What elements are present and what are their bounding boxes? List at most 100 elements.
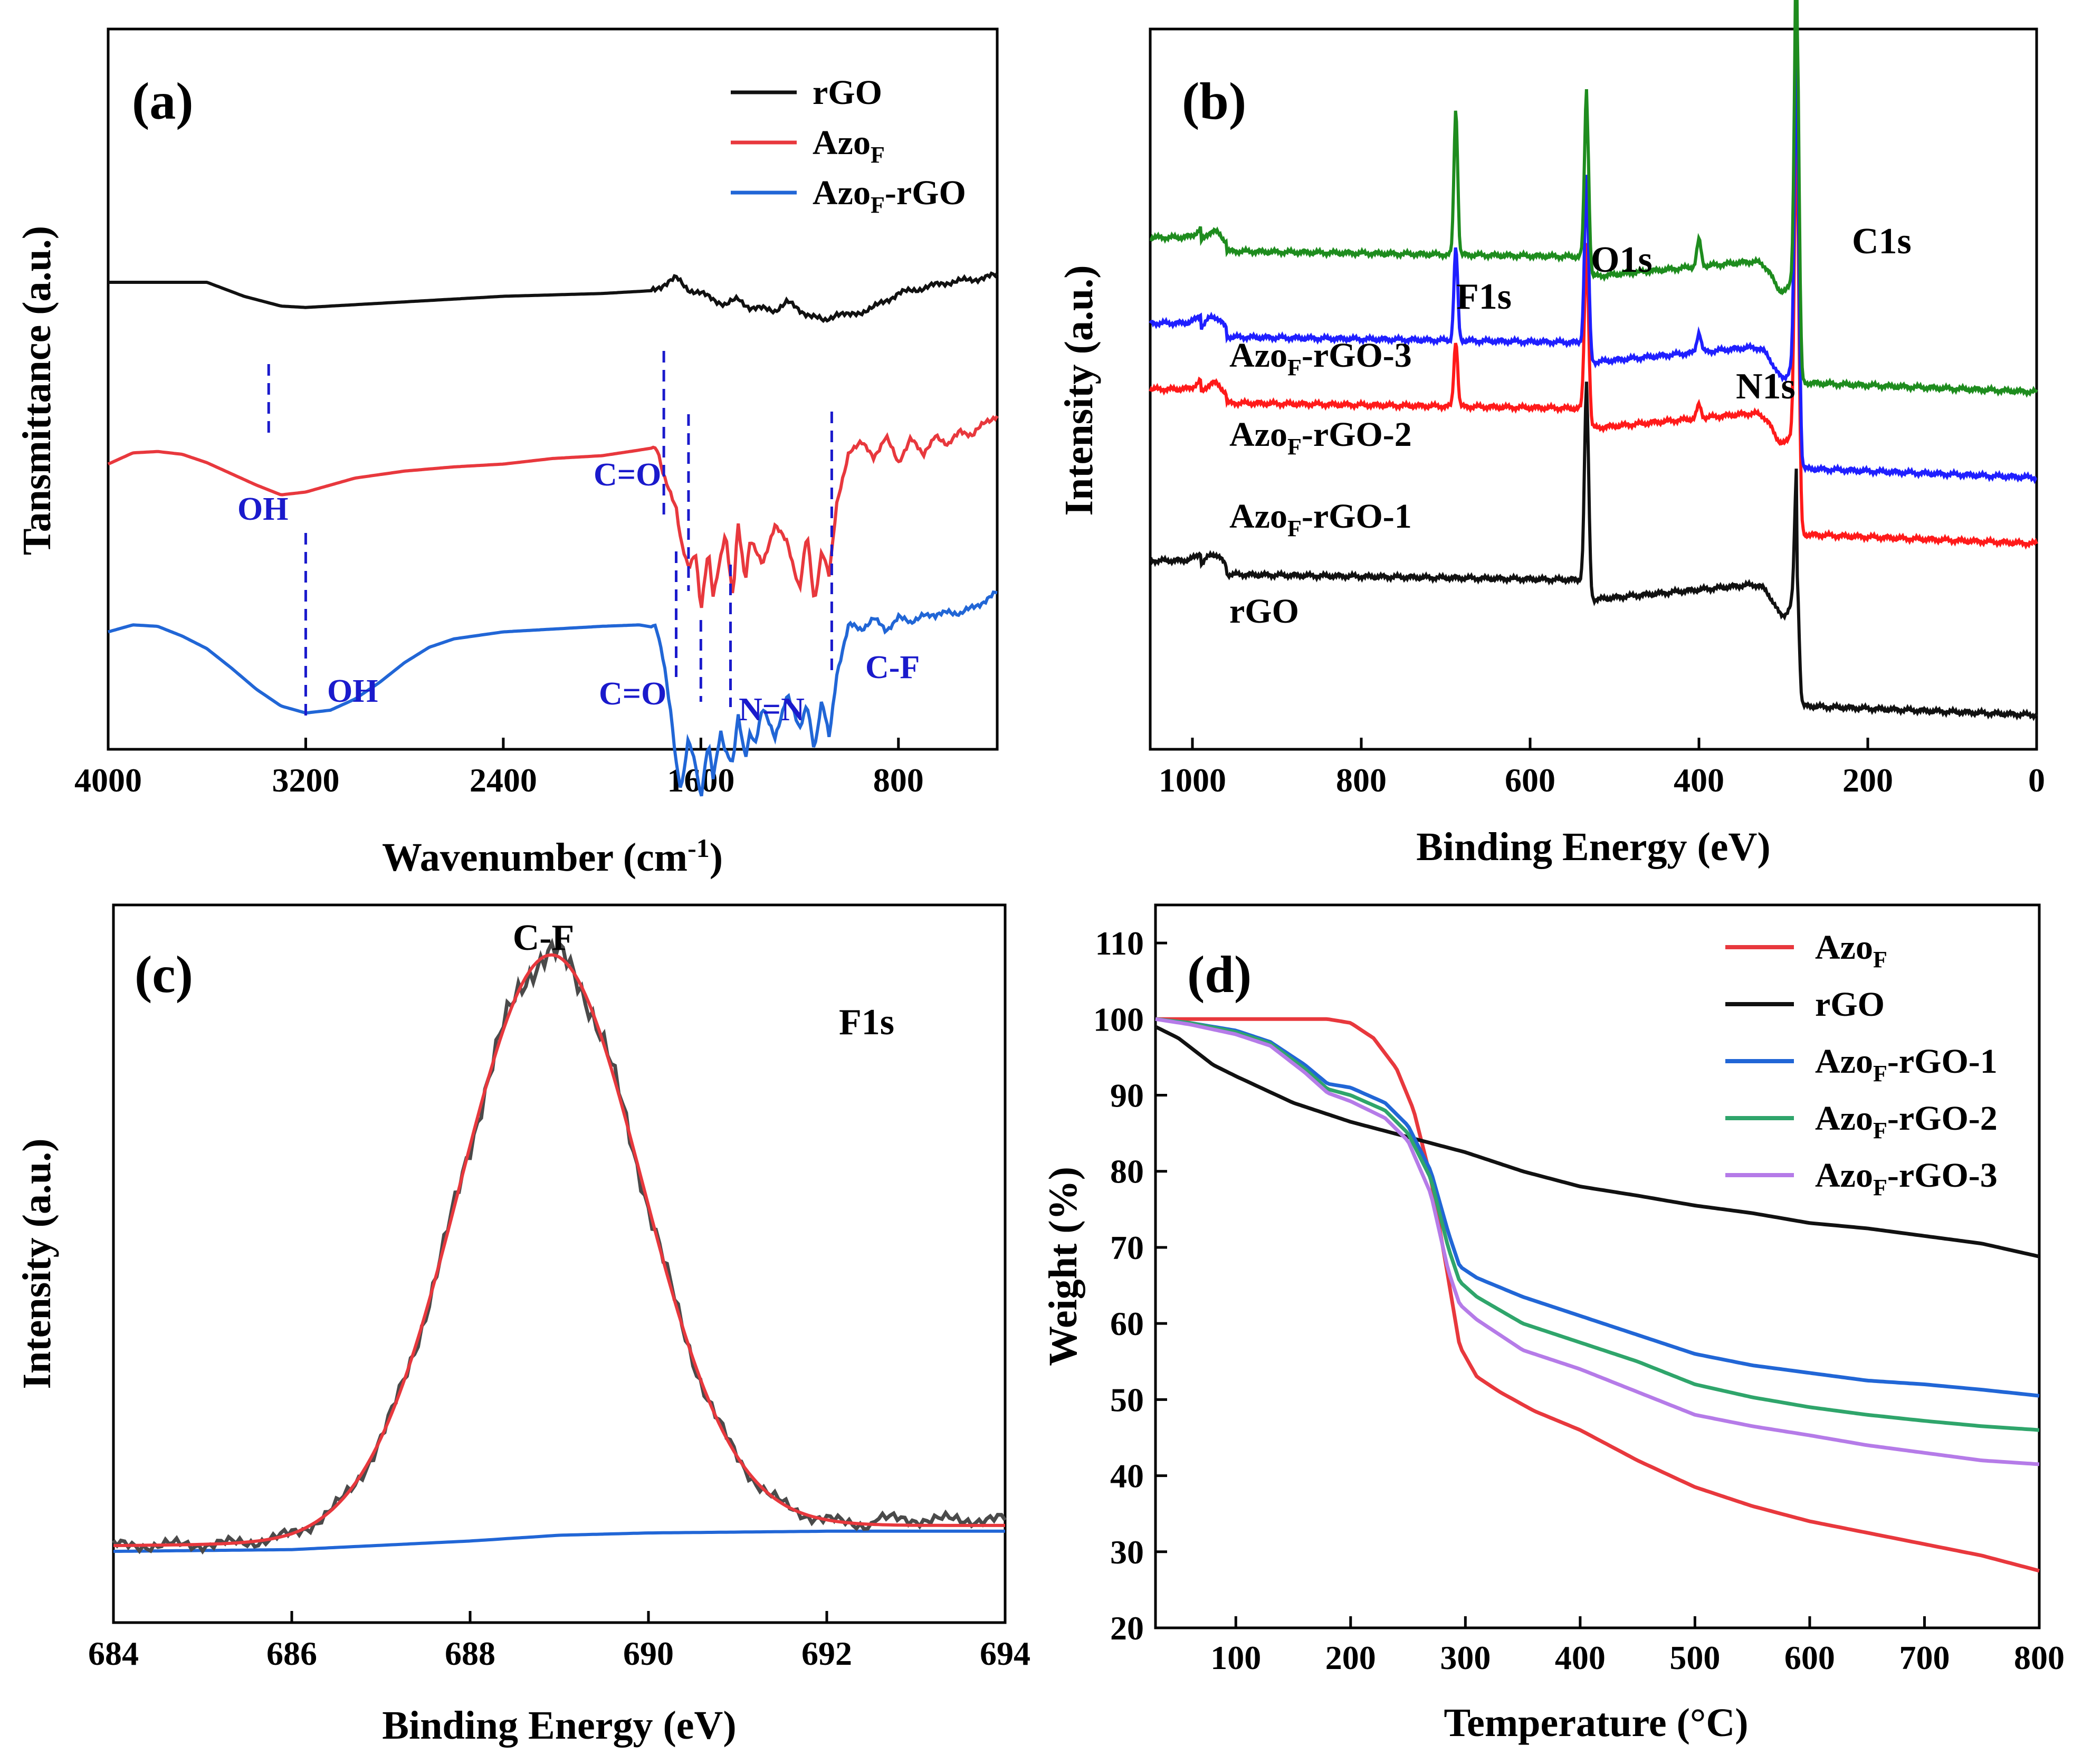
panel-a-legend-label-base: Azo: [813, 174, 871, 212]
panel-b-series-AzoF-rGO-2: [1149, 8, 2038, 484]
panel-b-series-label-base: rGO: [1229, 592, 1299, 631]
panel-b-series-label-sub: F: [1287, 516, 1302, 541]
panel-b-series-label: AzoF-rGO-2: [1229, 415, 1412, 460]
panel-a-tick-label: 4000: [74, 761, 142, 799]
panel-b-series-label-tail: -rGO-1: [1302, 497, 1412, 536]
panel-b-ylabel: Intensity (a.u.): [1057, 265, 1101, 516]
panel-d-legend-label-base: Azo: [1815, 1099, 1873, 1138]
panel-b-series-label: rGO: [1229, 592, 1299, 631]
panel-b-series-AzoF-rGO-1: [1149, 74, 2038, 550]
panel-d-y-tick-label: 20: [1110, 1609, 1144, 1647]
panel-a-legend-label: rGO: [813, 73, 882, 112]
panel-d-ylabel: Weight (%): [1041, 1167, 1085, 1366]
panel-a-legend-label-sub: F: [871, 192, 885, 218]
panel-d-x-tick-label: 700: [1899, 1639, 1950, 1676]
panel-b-series-label: AzoF-rGO-3: [1229, 336, 1412, 380]
panel-b-series-label-base: Azo: [1229, 497, 1287, 536]
panel-d-legend-label: AzoF-rGO-1: [1815, 1042, 1998, 1086]
panel-a-legend-label-sub: F: [871, 142, 885, 168]
panel-d-y-tick-label: 30: [1110, 1533, 1144, 1571]
panel-b-series-label-sub: F: [1287, 434, 1302, 460]
panel-b-tick-label: 200: [1842, 761, 1893, 799]
panel-a-legend-label: AzoF: [813, 123, 885, 168]
panel-d-series-AzoF-rGO-1: [1155, 1017, 2040, 1398]
panel-c-label: (c): [135, 945, 193, 1004]
panel-d-x-tick-label: 300: [1440, 1639, 1491, 1676]
panel-d-legend-label-base: Azo: [1815, 1042, 1873, 1081]
panel-b-series-rGO: [1149, 382, 2038, 721]
panel-b-series-label-base: Azo: [1229, 415, 1287, 454]
panel-d-tga-chart: 100 200 300 400 500 600 700 800 20 30 40 50 60 70 80 90…: [1041, 903, 2065, 1745]
panel-d-y-tick-label: 40: [1110, 1457, 1144, 1495]
panel-d-x-tick-label: 600: [1784, 1639, 1835, 1676]
panel-d-legend-label-tail: -rGO-2: [1887, 1099, 1998, 1138]
panel-a-x-ticks: 4000 3200 2400 1600 800: [74, 738, 924, 799]
panel-c-tick-label: 690: [623, 1635, 674, 1672]
panel-b-series-label-base: Azo: [1229, 336, 1287, 375]
panel-c-tick-label: 688: [445, 1635, 495, 1672]
panel-b-series-label-sub: F: [1287, 355, 1302, 380]
panel-d-y-tick-label: 100: [1093, 1000, 1144, 1038]
panel-c-xlabel: Binding Energy (eV): [382, 1703, 736, 1748]
panel-c-f1s-chart: 684 686 688 690 692 694 (c) C-F F1s Binding E…: [15, 903, 1030, 1748]
panel-d-legend-label-base: Azo: [1815, 1156, 1873, 1195]
panel-d-y-tick-label: 50: [1110, 1381, 1144, 1418]
panel-a-annotation: N=N: [739, 692, 805, 728]
panel-d-series: [1154, 1017, 2040, 1573]
panel-a-legend-label-base: rGO: [813, 73, 882, 112]
panel-d-x-tick-label: 400: [1555, 1639, 1606, 1676]
panel-b-tick-label: 1000: [1159, 761, 1226, 799]
panel-d-legend-label: AzoF: [1815, 928, 1887, 972]
panel-a-series-rGO: [108, 271, 999, 323]
panel-d-series-AzoF-rGO-3: [1155, 1017, 2040, 1466]
panel-b-label: (b): [1182, 72, 1246, 130]
panel-a-annotation: C=O: [599, 676, 666, 712]
panel-d-y-tick-label: 60: [1110, 1305, 1144, 1342]
panel-d-y-tick-label: 80: [1110, 1153, 1144, 1190]
panel-a-annotation: C-F: [865, 650, 920, 685]
panel-a-ftir-chart: 4000 3200 2400 1600 800 OHC=OOH C=O N=NC-F (a)…: [15, 27, 999, 880]
panel-a-tick-label: 3200: [272, 761, 339, 799]
panel-d-x-tick-label: 500: [1669, 1639, 1720, 1676]
panel-b-tick-label: 600: [1505, 761, 1555, 799]
panel-d-legend-label-sub: F: [1873, 1061, 1887, 1086]
panel-a-frame: [107, 27, 999, 751]
panel-a-annotation: OH: [327, 673, 378, 709]
panel-a-xlabel: Wavenumber (cm-1): [382, 833, 723, 880]
panel-b-series-label-tail: -rGO-3: [1302, 336, 1412, 375]
panel-c-tick-label: 694: [980, 1635, 1030, 1672]
panel-c-tick-label: 684: [88, 1635, 139, 1672]
panel-c-fit-curve: [113, 953, 1005, 1548]
panel-d-series-AzoF: [1155, 1017, 2040, 1573]
panel-b-series-AzoF-rGO-3: [1149, 0, 2038, 398]
panel-b-xps-survey-chart: 1000 800 600 400 200 0 rGOAzoF-rGO-1AzoF-rGO-…: [1057, 0, 2045, 869]
panel-c-region-label: F1s: [839, 1002, 894, 1043]
panel-d-x-tick-label: 800: [2014, 1639, 2065, 1676]
panel-b-peak-label: C1s: [1852, 221, 1912, 262]
panel-a-series-AzoF: [107, 415, 999, 608]
panel-d-series-AzoF-rGO-2: [1155, 1017, 2040, 1432]
panel-d-ticks: 100 200 300 400 500 600 700 800 20 30 40 50 60 70 80 90…: [1093, 924, 2065, 1676]
panel-d-series-rGO: [1154, 1025, 2040, 1258]
panel-d-legend-label-sub: F: [1873, 947, 1887, 972]
panel-c-series: [112, 938, 1007, 1555]
panel-d-legend-label-tail: -rGO-3: [1887, 1156, 1998, 1195]
panel-a-label: (a): [132, 72, 194, 130]
panel-b-peak-label: O1s: [1591, 240, 1653, 280]
panel-d-legend-label: rGO: [1815, 985, 1885, 1024]
panel-d-label: (d): [1187, 945, 1252, 1004]
panel-b-peak-labels: F1s O1s N1s C1s: [1456, 221, 1912, 407]
panel-a-annotation: C=O: [594, 457, 661, 493]
panel-a-ylabel: Tansmittance (a.u.): [15, 226, 59, 555]
panel-b-peak-label: F1s: [1456, 276, 1512, 317]
panel-a-legend-label-tail: -rGO: [885, 174, 966, 212]
panel-d-legend-label-tail: -rGO-1: [1887, 1042, 1998, 1081]
panel-c-tick-label: 686: [266, 1635, 317, 1672]
panel-b-tick-label: 800: [1336, 761, 1387, 799]
panel-a-tick-label: 800: [873, 761, 924, 799]
panel-c-peak-label: C-F: [513, 918, 575, 958]
panel-a-legend-label: AzoF-rGO: [813, 174, 966, 218]
